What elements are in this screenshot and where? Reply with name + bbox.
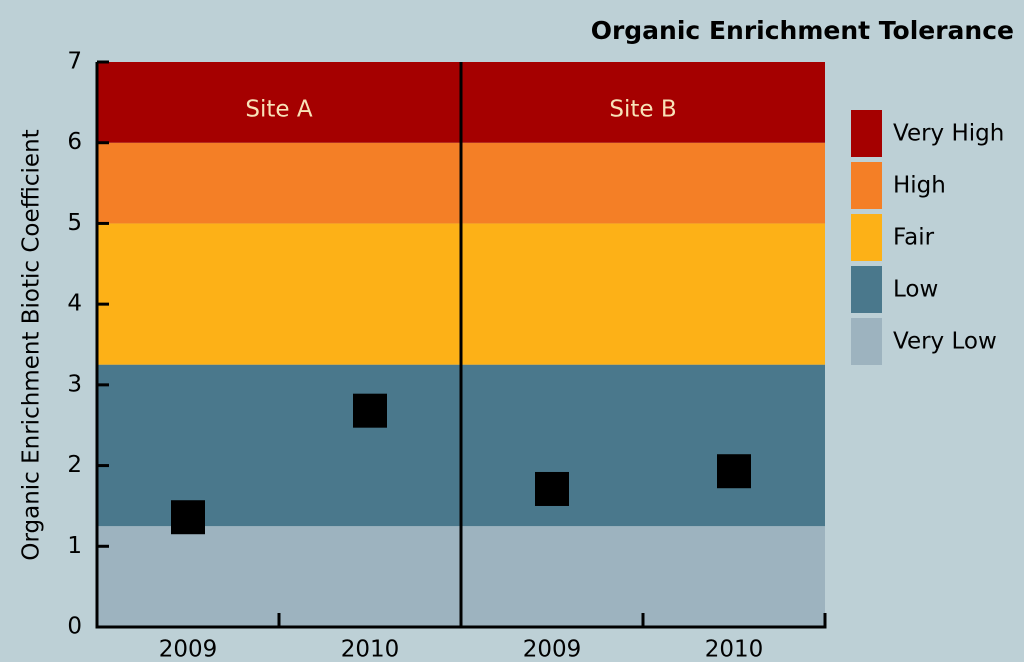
legend-label: Fair (893, 225, 935, 251)
y-tick-label: 6 (67, 129, 82, 155)
x-tick-label: 2010 (705, 637, 764, 662)
legend-label: Low (893, 277, 938, 303)
y-tick-label: 7 (67, 49, 82, 75)
legend-label: Very High (893, 121, 1004, 147)
y-tick-label: 4 (67, 291, 82, 317)
data-point (535, 471, 569, 506)
data-point (353, 393, 387, 428)
y-tick-label: 1 (67, 533, 82, 559)
legend-swatch (851, 162, 882, 209)
legend-label: Very Low (893, 329, 997, 355)
legend-swatch (851, 110, 882, 157)
x-tick-label: 2010 (341, 637, 400, 662)
y-tick-label: 2 (67, 452, 82, 478)
y-tick-label: 5 (67, 210, 82, 236)
x-tick-label: 2009 (159, 637, 218, 662)
y-axis-label: Organic Enrichment Biotic Coefficient (19, 129, 45, 560)
legend-swatch (851, 318, 882, 365)
legend-label: High (893, 173, 946, 199)
panel-title: Site B (609, 97, 676, 123)
panel-title: Site A (245, 97, 312, 123)
y-tick-label: 3 (67, 371, 82, 397)
x-tick-label: 2009 (523, 637, 582, 662)
data-point (171, 500, 205, 535)
legend-swatch (851, 214, 882, 261)
legend-title: Organic Enrichment Tolerance (591, 16, 1014, 45)
y-tick-label: 0 (67, 614, 82, 640)
data-point (717, 454, 751, 489)
legend-swatch (851, 266, 882, 313)
